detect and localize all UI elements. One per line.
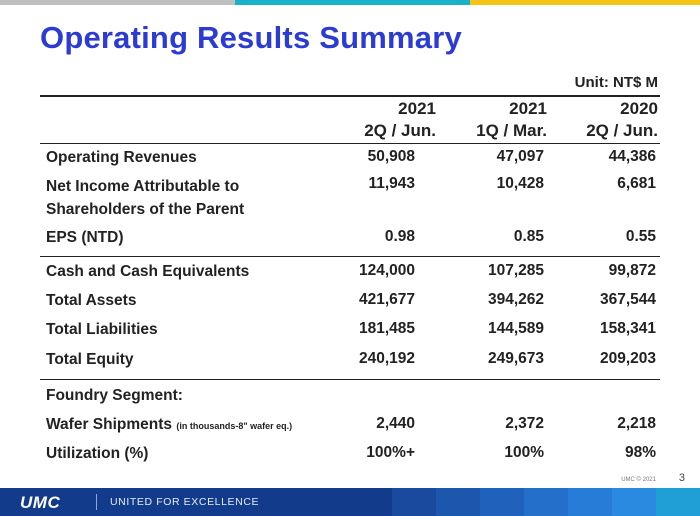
footer-stripe [392, 488, 436, 516]
row-value: 240,192 [358, 350, 415, 367]
footer-stripe [436, 488, 480, 516]
page-number: 3 [678, 472, 685, 484]
footer-divider [96, 494, 97, 510]
row-value: 209,203 [599, 350, 656, 367]
col2-year: 2021 [509, 99, 547, 118]
unit-label: Unit: NT$ M [574, 74, 658, 91]
row-value: 47,097 [496, 148, 544, 165]
row-label: Total Liabilities [46, 321, 158, 338]
row-value: 421,677 [358, 291, 415, 308]
row-value: 99,872 [608, 262, 656, 279]
row-value: 100%+ [366, 444, 415, 461]
row-label: EPS (NTD) [46, 229, 124, 246]
row-label: Net Income Attributable to [46, 178, 240, 195]
row-value: 181,485 [358, 320, 415, 337]
row-label: Utilization (%) [46, 445, 149, 462]
row-value: 394,262 [487, 291, 544, 308]
row-value: 100% [504, 444, 544, 461]
footer-tagline: UNITED FOR EXCELLENCE [110, 496, 260, 508]
row-value: 249,673 [487, 350, 544, 367]
col2-period: 1Q / Mar. [476, 121, 547, 140]
row-label: Operating Revenues [46, 149, 197, 166]
row-value: 0.85 [513, 228, 544, 245]
row-label: Cash and Cash Equivalents [46, 263, 250, 280]
row-value: 44,386 [608, 148, 656, 165]
row-value: 367,544 [599, 291, 656, 308]
row-label: Wafer Shipments (in thousands-8" wafer e… [46, 412, 292, 439]
row-value: 10,428 [496, 175, 544, 192]
page-title: Operating Results Summary [40, 20, 462, 55]
row-value: 0.98 [384, 228, 415, 245]
section-rule [40, 379, 660, 380]
row-value: 124,000 [358, 262, 415, 279]
row-label-continued: Shareholders of the Parent [46, 201, 245, 218]
top-bar-gray [0, 0, 235, 5]
footer-stripe [612, 488, 656, 516]
footer-stripe [656, 488, 700, 516]
row-label-note: (in thousands-8" wafer eq.) [176, 421, 293, 431]
section-rule [40, 256, 660, 257]
row-value: 144,589 [487, 320, 544, 337]
row-value: 107,285 [487, 262, 544, 279]
umc-logo: UMC [20, 493, 61, 512]
top-bar-yellow [470, 0, 700, 5]
footer-bar: UMC UNITED FOR EXCELLENCE [0, 488, 700, 516]
copyright: UMC © 2021 [621, 477, 656, 483]
col3-year: 2020 [620, 99, 658, 118]
top-color-bar [0, 0, 700, 5]
top-bar-teal [235, 0, 470, 5]
row-value: 98% [624, 444, 656, 461]
footer-stripe [568, 488, 612, 516]
footer-stripe [480, 488, 524, 516]
row-value: 50,908 [367, 148, 415, 165]
row-value: 0.55 [625, 228, 656, 245]
row-label: Total Equity [46, 351, 134, 368]
row-label: Total Assets [46, 292, 137, 309]
col1-year: 2021 [398, 99, 436, 118]
row-value: 2,440 [376, 415, 415, 432]
section-heading: Foundry Segment: [46, 387, 183, 404]
row-value: 158,341 [599, 320, 656, 337]
row-value: 2,372 [505, 415, 544, 432]
row-label-text: Wafer Shipments [46, 416, 173, 433]
footer-stripes [392, 488, 700, 516]
row-value: 6,681 [617, 175, 656, 192]
table-top-rule [40, 95, 660, 97]
header-rule [40, 143, 660, 144]
col1-period: 2Q / Jun. [364, 121, 436, 140]
row-value: 2,218 [617, 415, 656, 432]
col3-period: 2Q / Jun. [586, 121, 658, 140]
footer-stripe [524, 488, 568, 516]
row-value: 11,943 [368, 175, 415, 192]
